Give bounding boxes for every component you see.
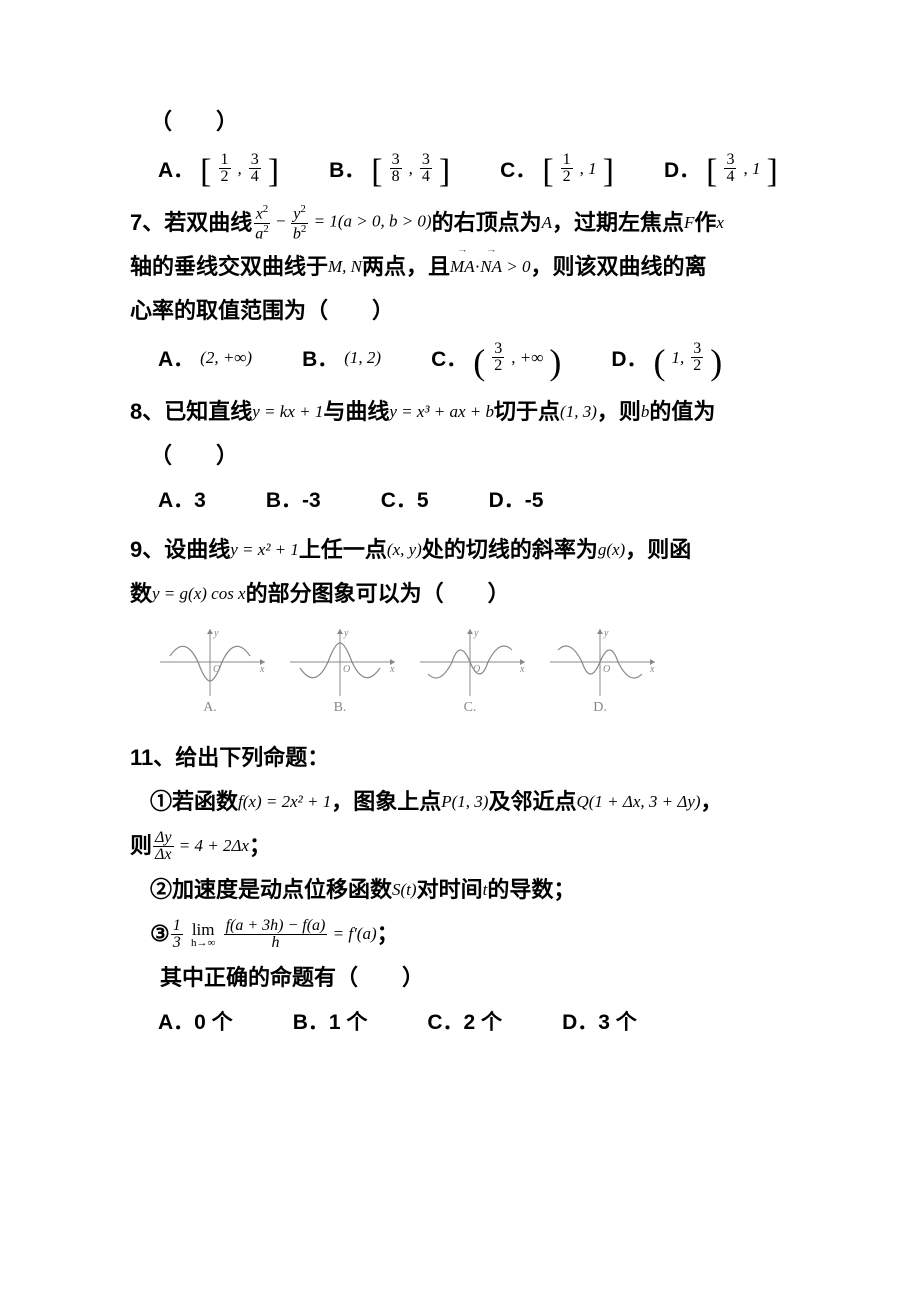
- q7-vectors: MA·NA > 0: [450, 250, 530, 284]
- q7-opt-b[interactable]: B． (1, 2): [302, 343, 381, 373]
- q11-tail: 其中正确的命题有（ ）: [130, 956, 810, 1000]
- q7-line2: 轴的垂线交双曲线于 M, N 两点，且 MA·NA > 0 ，则该双曲线的离: [130, 245, 810, 289]
- q7-opt-d[interactable]: D． ( 1, 32 ): [611, 341, 722, 374]
- frac: 12: [219, 152, 231, 185]
- q6-opt-d[interactable]: D． [ 34 , 1 ]: [664, 152, 778, 185]
- svg-text:y: y: [213, 628, 219, 639]
- q8-opt-a[interactable]: A．3: [158, 484, 206, 514]
- q7-opt-a[interactable]: A． (2, +∞): [158, 343, 252, 373]
- q8-options: A．3 B．-3 C．5 D．-5: [130, 484, 810, 514]
- q8-opt-c[interactable]: C．5: [381, 484, 429, 514]
- q11-opt-c[interactable]: C．2 个: [427, 1006, 502, 1036]
- q7-options: A． (2, +∞) B． (1, 2) C． ( 32 , +∞ ) D． (…: [130, 341, 810, 374]
- q11-head: 11、给出下列命题：: [130, 736, 810, 780]
- graph-label: D.: [593, 700, 607, 716]
- q9-graphs: y x O A. y x O B. y x O C.: [130, 626, 810, 716]
- svg-text:x: x: [389, 664, 395, 675]
- graph-label: B.: [334, 700, 347, 716]
- graph-d-svg: y x O: [540, 626, 660, 698]
- q9-line2: 数 y = g(x) cos x 的部分图象可以为（ ）: [130, 572, 810, 616]
- q9-graph-d[interactable]: y x O D.: [540, 626, 660, 716]
- svg-text:y: y: [473, 628, 479, 639]
- graph-label: C.: [464, 700, 477, 716]
- q6-opt-b[interactable]: B． [ 38 , 34 ]: [329, 152, 450, 185]
- q11-opt-b[interactable]: B．1 个: [293, 1006, 368, 1036]
- svg-text:O: O: [343, 664, 350, 675]
- graph-label: A.: [203, 700, 217, 716]
- q7-hyperbola: x2a2 − y2b2 = 1(a > 0, b > 0): [252, 204, 431, 242]
- svg-text:y: y: [343, 628, 349, 639]
- svg-text:y: y: [603, 628, 609, 639]
- q11-p2: ②加速度是动点位移函数 S(t) 对时间 t 的导数；: [130, 868, 810, 912]
- q6-paren: （ ）: [130, 100, 810, 144]
- q6-options: A． [ 12 , 34 ] B． [ 38 , 34 ] C． [ 12 , …: [130, 152, 810, 185]
- q7-line3: 心率的取值范围为（ ）: [130, 289, 810, 333]
- q11-opt-d[interactable]: D．3 个: [562, 1006, 637, 1036]
- q6-paren-text: （ ）: [150, 100, 238, 144]
- q8-opt-d[interactable]: D．-5: [489, 484, 544, 514]
- q6-opt-c[interactable]: C． [ 12 , 1 ]: [500, 152, 614, 185]
- opt-label: B．: [329, 154, 365, 184]
- q11-options: A．0 个 B．1 个 C．2 个 D．3 个: [130, 1006, 810, 1036]
- svg-text:x: x: [519, 664, 525, 675]
- q11-opt-a[interactable]: A．0 个: [158, 1006, 233, 1036]
- frac: 34: [249, 152, 261, 185]
- svg-text:x: x: [649, 664, 655, 675]
- graph-b-svg: y x O: [280, 626, 400, 698]
- q9-line1: 9、设曲线 y = x² + 1 上任一点 (x, y) 处的切线的斜率为 g(…: [130, 528, 810, 572]
- q11-p3: ③ 13 lim h→∞ f(a + 3h) − f(a)h = f′(a) ；: [130, 912, 810, 956]
- q8-opt-b[interactable]: B．-3: [266, 484, 321, 514]
- opt-label: D．: [664, 154, 700, 184]
- q9-graph-b[interactable]: y x O B.: [280, 626, 400, 716]
- q8-line1: 8、已知直线 y = kx + 1 与曲线 y = x³ + ax + b 切于…: [130, 390, 810, 434]
- q11-p1-line1: ①若函数 f(x) = 2x² + 1 ，图象上点 P(1, 3) 及邻近点 Q…: [130, 780, 810, 824]
- graph-c-svg: y x O: [410, 626, 530, 698]
- q6-opt-a[interactable]: A． [ 12 , 34 ]: [158, 152, 279, 185]
- opt-label: A．: [158, 154, 194, 184]
- q8-paren: （ ）: [130, 434, 810, 478]
- q7-opt-c[interactable]: C． ( 32 , +∞ ): [431, 341, 561, 374]
- graph-a-svg: y x O: [150, 626, 270, 698]
- q9-graph-c[interactable]: y x O C.: [410, 626, 530, 716]
- svg-text:O: O: [603, 664, 610, 675]
- q9-graph-a[interactable]: y x O A.: [150, 626, 270, 716]
- q7-line1: 7、若双曲线 x2a2 − y2b2 = 1(a > 0, b > 0) 的右顶…: [130, 201, 810, 245]
- q7-head: 7、若双曲线: [130, 201, 252, 245]
- opt-label: C．: [500, 154, 536, 184]
- q11-p3-math: 13 lim h→∞ f(a + 3h) − f(a)h = f′(a): [170, 917, 377, 952]
- q11-p1-line2: 则 ΔyΔx = 4 + 2Δx ；: [130, 824, 810, 868]
- svg-text:x: x: [259, 664, 265, 675]
